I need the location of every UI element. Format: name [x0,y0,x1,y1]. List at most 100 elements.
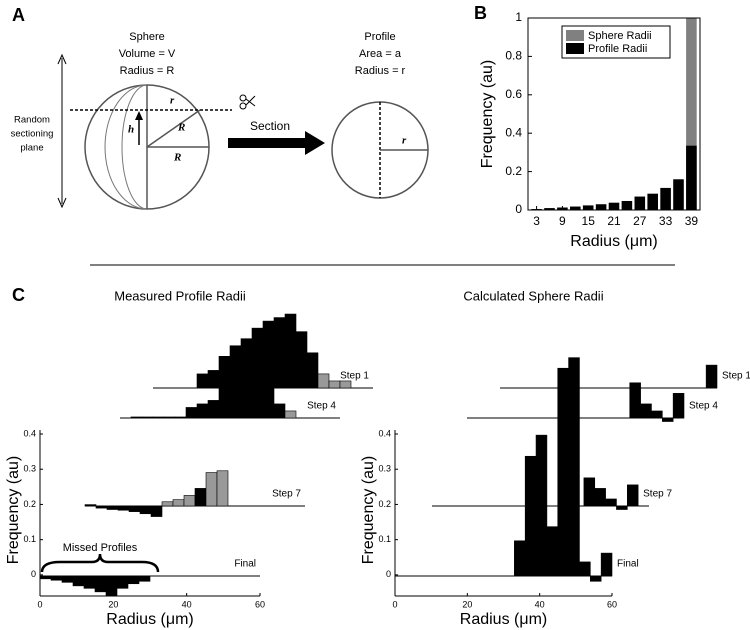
bar [183,495,196,507]
y-tick-label: 1 [515,10,522,24]
bar [605,498,617,507]
bar [686,18,697,210]
panel-label: B [474,3,487,23]
y-tick-label: 0.3 [378,464,391,474]
bar [84,504,97,507]
x-tick-label: 20 [462,599,472,609]
bar [544,208,555,210]
y-tick-label: 0.6 [505,87,522,101]
row-label: Final [234,559,256,570]
symbol: r [170,95,175,107]
bar [194,488,207,507]
y-tick-label: 0 [515,202,522,216]
sphere-volume: Volume = V [119,48,176,60]
y-tick-label: 0.2 [23,499,36,509]
bar [128,505,141,512]
x-tick-label: 40 [535,599,545,609]
chart-title: Measured Profile Radii [114,288,246,303]
x-tick-label: 21 [607,214,621,228]
bar [218,386,231,419]
bar [185,407,198,419]
bar [616,505,628,510]
bar [72,575,85,587]
arrow-head [57,53,67,209]
plane-label: Random [14,115,50,126]
y-tick-label: 0.4 [23,428,36,438]
bar [672,393,685,419]
section-arrow [228,131,325,155]
plane-label: plane [20,143,43,154]
row-label: Step 7 [643,489,672,500]
x-axis-label: Radius (μm) [460,611,547,628]
bar [150,505,163,517]
bar [634,196,646,210]
row-label: Step 4 [307,401,336,412]
annotation: Missed Profiles [63,542,138,554]
bar [240,357,253,419]
x-tick-label: 15 [582,214,596,228]
y-tick-label: 0.4 [378,428,391,438]
y-tick-label: 0.1 [378,534,391,544]
bar [705,364,718,389]
bar [273,317,286,389]
bar [61,575,74,583]
x-tick-label: 39 [685,214,699,228]
bar [595,204,607,210]
bar [141,416,154,419]
x-tick-label: 0 [392,599,397,609]
x-tick-label: 33 [659,214,673,228]
bar [229,361,242,419]
bar [127,575,140,585]
y-axis-label: Frequency (au) [5,456,22,565]
y-tick-label: 0.2 [378,499,391,509]
bar [579,561,591,577]
y-axis-label: Frequency (au) [360,456,377,565]
bar [174,416,187,419]
y-tick-label: 0 [386,569,391,579]
bar [557,367,569,577]
x-axis-label: Radius (μm) [106,611,193,628]
row-label: Step 7 [272,489,301,500]
bar [514,540,526,577]
arrow-label: Section [250,119,290,133]
x-tick-label: 40 [182,599,192,609]
x-tick-label: 60 [607,599,617,609]
bar [686,145,697,210]
y-tick-label: 0.4 [505,125,522,139]
y-axis-label: Frequency (au) [479,60,496,169]
bar [163,416,176,419]
legend-swatch [566,30,584,41]
bar [660,187,671,210]
bar [673,179,684,210]
x-tick-label: 0 [37,599,42,609]
bar [207,400,220,419]
panel-label: C [12,285,25,305]
bar [284,410,297,419]
bar [152,416,165,419]
y-tick-label: 0.3 [23,464,36,474]
brace [40,553,160,573]
bar [94,575,107,593]
bar [640,403,652,419]
bar [196,373,209,389]
x-tick-label: 27 [633,214,647,228]
y-tick-label: 0.2 [505,164,522,178]
bar [570,206,581,210]
y-tick-label: 0.8 [505,49,522,63]
bar [138,575,151,582]
bar [106,505,119,510]
bar [306,352,319,389]
symbol: r [402,135,407,147]
bar [83,575,96,589]
bar [629,382,641,419]
bar [651,410,663,419]
sphere-title: Sphere [129,31,164,43]
x-axis-label: Radius (μm) [570,233,657,250]
bar [524,455,537,577]
bar [273,403,286,419]
bar [196,403,209,419]
legend-label: Profile Radii [588,43,647,55]
bar [661,417,674,422]
bar [139,505,152,515]
